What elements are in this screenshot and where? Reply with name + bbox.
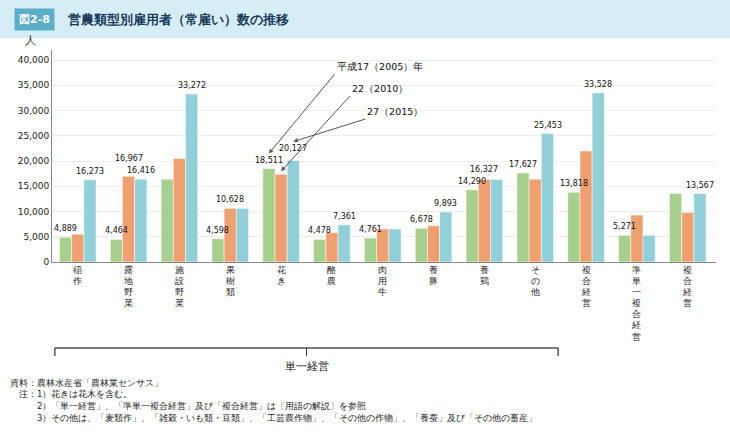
svg-text:16,416: 16,416	[127, 166, 155, 175]
svg-text:養豚: 養豚	[429, 265, 438, 286]
svg-text:25,453: 25,453	[534, 121, 562, 130]
svg-text:22（2010）: 22（2010）	[352, 83, 408, 94]
svg-text:40,000: 40,000	[18, 55, 50, 65]
svg-text:0: 0	[43, 257, 49, 267]
svg-text:養鶏: 養鶏	[480, 265, 489, 286]
svg-text:4,464: 4,464	[105, 226, 128, 235]
svg-text:20,000: 20,000	[18, 156, 50, 166]
svg-text:16,327: 16,327	[470, 165, 498, 174]
svg-text:15,000: 15,000	[18, 181, 50, 191]
svg-text:20,127: 20,127	[279, 144, 307, 153]
svg-text:果樹類: 果樹類	[226, 265, 235, 297]
svg-text:注：1）花きは花木を含む。: 注：1）花きは花木を含む。	[10, 389, 132, 399]
svg-text:4,761: 4,761	[359, 225, 382, 234]
svg-text:その他: その他	[531, 265, 540, 297]
svg-text:14,290: 14,290	[458, 177, 486, 186]
svg-text:平成17（2005）年: 平成17（2005）年	[337, 61, 423, 72]
svg-text:10,000: 10,000	[18, 207, 50, 217]
svg-text:2）「単一経営」、「準単一複合経営」及び「複合経営」は〔用語: 2）「単一経営」、「準単一複合経営」及び「複合経営」は〔用語の解説〕を参照	[10, 401, 366, 411]
svg-text:10,628: 10,628	[216, 195, 244, 204]
svg-text:16,273: 16,273	[76, 167, 104, 176]
svg-text:35,000: 35,000	[18, 80, 50, 90]
svg-text:3）その他は、「麦類作」、「雑穀・いも類・豆類」、「工芸農作: 3）その他は、「麦類作」、「雑穀・いも類・豆類」、「工芸農作物」、「その他の作物…	[10, 413, 537, 423]
svg-text:16,967: 16,967	[115, 154, 143, 163]
svg-text:4,478: 4,478	[308, 226, 331, 235]
svg-text:露地野菜: 露地野菜	[123, 265, 133, 308]
svg-text:5,271: 5,271	[613, 222, 636, 231]
svg-text:肉用牛: 肉用牛	[378, 265, 387, 297]
svg-text:資料：農林水産省「農林業センサス」: 資料：農林水産省「農林業センサス」	[10, 378, 163, 388]
svg-text:33,272: 33,272	[178, 81, 206, 90]
svg-text:30,000: 30,000	[18, 106, 50, 116]
svg-text:施設野菜: 施設野菜	[175, 265, 184, 308]
svg-text:17,627: 17,627	[509, 160, 537, 169]
svg-text:複合経営: 複合経営	[682, 265, 692, 308]
svg-text:7,361: 7,361	[333, 212, 356, 221]
svg-text:単一経営: 単一経営	[285, 360, 329, 373]
svg-text:図2-8: 図2-8	[19, 13, 50, 26]
svg-text:営農類型別雇用者（常雇い）数の推移: 営農類型別雇用者（常雇い）数の推移	[68, 12, 289, 27]
svg-text:人: 人	[25, 34, 36, 47]
svg-text:6,678: 6,678	[410, 215, 433, 224]
svg-text:酪農: 酪農	[327, 265, 336, 286]
svg-text:4,598: 4,598	[206, 226, 229, 235]
svg-text:9,893: 9,893	[434, 199, 457, 208]
svg-text:稲作: 稲作	[72, 265, 82, 286]
svg-text:花き: 花き	[277, 265, 286, 286]
svg-text:18,511: 18,511	[255, 156, 283, 165]
svg-text:13,567: 13,567	[686, 181, 714, 190]
svg-text:複合経営: 複合経営	[581, 265, 591, 308]
svg-text:33,528: 33,528	[584, 80, 612, 89]
svg-text:27（2015）: 27（2015）	[367, 106, 423, 117]
svg-text:13,818: 13,818	[560, 179, 588, 188]
svg-text:5,000: 5,000	[23, 232, 49, 242]
svg-text:4,889: 4,889	[54, 224, 77, 233]
svg-text:25,000: 25,000	[18, 131, 50, 141]
svg-text:準単一複合経営: 準単一複合経営	[631, 265, 641, 341]
